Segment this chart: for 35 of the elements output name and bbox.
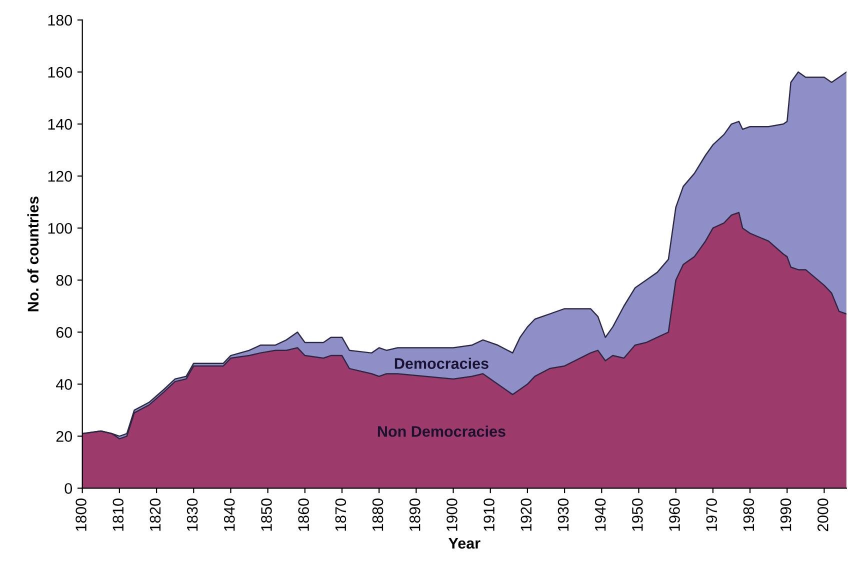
x-tick-label: 1980 — [743, 498, 754, 531]
y-tick-label: 0 — [64, 483, 72, 494]
y-axis-title: No. of countries — [27, 196, 39, 312]
x-tick-label: 1820 — [150, 498, 161, 531]
x-tick-label: 1840 — [224, 498, 235, 531]
x-tick-label: 2000 — [817, 498, 828, 532]
series-label: Democracies — [394, 358, 488, 369]
x-tick-label: 1960 — [669, 498, 680, 531]
y-tick-label: 140 — [48, 118, 72, 130]
y-tick-label: 180 — [48, 14, 72, 26]
x-tick-label: 1940 — [594, 498, 606, 531]
x-tick-label: 1810 — [112, 498, 124, 531]
x-tick-label: 1880 — [372, 498, 384, 531]
y-tick-label: 120 — [48, 170, 72, 182]
x-tick-label: 1830 — [186, 498, 198, 531]
x-tick-label: 1890 — [409, 498, 420, 531]
x-axis-title: Year — [448, 538, 480, 549]
x-tick-label: 1870 — [335, 498, 346, 531]
y-tick-label: 80 — [56, 274, 72, 286]
x-tick-label: 1920 — [520, 498, 532, 531]
y-tick-label: 40 — [56, 379, 72, 390]
x-tick-label: 1900 — [446, 498, 458, 531]
x-tick-label: 1850 — [261, 498, 272, 531]
y-tick-label: 100 — [48, 222, 72, 234]
y-tick-label: 160 — [48, 66, 72, 78]
x-tick-label: 1910 — [484, 498, 494, 531]
x-tick-label: 1800 — [76, 498, 86, 531]
y-tick-label: 60 — [56, 327, 72, 338]
x-tick-label: 1950 — [632, 498, 643, 531]
x-tick-label: 1990 — [780, 498, 792, 531]
series-label: Non Democracies — [378, 426, 506, 437]
y-tick-label: 20 — [56, 431, 72, 442]
x-tick-label: 1930 — [558, 498, 569, 531]
x-tick-label: 1970 — [706, 498, 718, 531]
x-tick-label: 1860 — [298, 498, 310, 531]
